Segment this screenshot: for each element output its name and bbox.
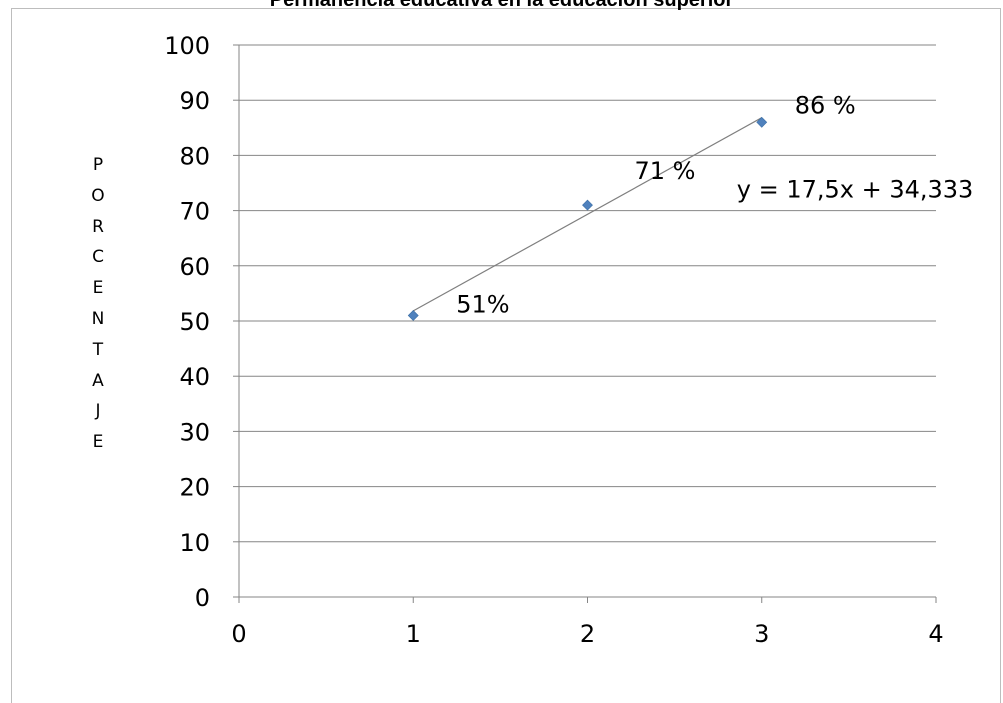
data-point — [582, 199, 593, 211]
y-tick-label: 0 — [195, 584, 210, 612]
data-label: 71 % — [635, 157, 696, 185]
data-labels: 51% 71 % 86 % — [456, 91, 855, 318]
y-axis-label-letter: R — [92, 216, 104, 237]
trendline — [412, 117, 763, 312]
y-tick-label: 20 — [179, 474, 210, 502]
y-tick-label: 100 — [164, 32, 210, 60]
gridlines — [239, 44, 936, 543]
y-tick-label: 80 — [179, 142, 210, 170]
y-tick-label: 60 — [179, 253, 210, 281]
data-label: 86 % — [795, 91, 856, 119]
x-tick-label: 4 — [928, 620, 943, 648]
data-points — [407, 116, 768, 321]
y-axis-label-letter: P — [92, 155, 104, 175]
y-axis-label-letter: A — [92, 370, 104, 391]
chart-frame — [11, 8, 1001, 703]
y-axis-label-letter: O — [91, 185, 105, 206]
y-axis-label-letter: E — [92, 278, 104, 299]
y-tick-label: 70 — [179, 198, 210, 226]
x-tick-label: 2 — [580, 620, 595, 648]
x-tick-label: 1 — [406, 620, 421, 648]
x-tick-label: 3 — [754, 620, 769, 648]
trendline-equation: y = 17,5x + 34,333 — [737, 176, 974, 204]
y-tick-label: 10 — [179, 529, 210, 557]
x-tick-label: 0 — [231, 620, 246, 648]
data-point — [407, 310, 419, 321]
y-axis-label-letter: T — [92, 339, 104, 360]
y-tick-label: 30 — [179, 418, 210, 446]
chart-title: Permanencia educativa en la educación su… — [269, 0, 734, 11]
data-point — [756, 116, 768, 128]
y-tick-label: 90 — [179, 87, 210, 115]
tick-labels: 0 10 20 30 40 50 60 70 80 90 100 0 1 2 3 4 — [164, 32, 943, 648]
axes — [233, 44, 937, 603]
y-tick-label: 50 — [179, 308, 210, 336]
y-axis-label-letter: E — [92, 432, 104, 453]
y-tick-label: 40 — [179, 363, 210, 391]
trendline-group: y = 17,5x + 34,333 — [412, 117, 974, 312]
y-axis-label-letter: N — [91, 308, 105, 329]
data-label: 51% — [456, 290, 509, 318]
y-axis-label-letter: C — [92, 247, 104, 268]
y-axis-label-letter: J — [95, 401, 101, 422]
